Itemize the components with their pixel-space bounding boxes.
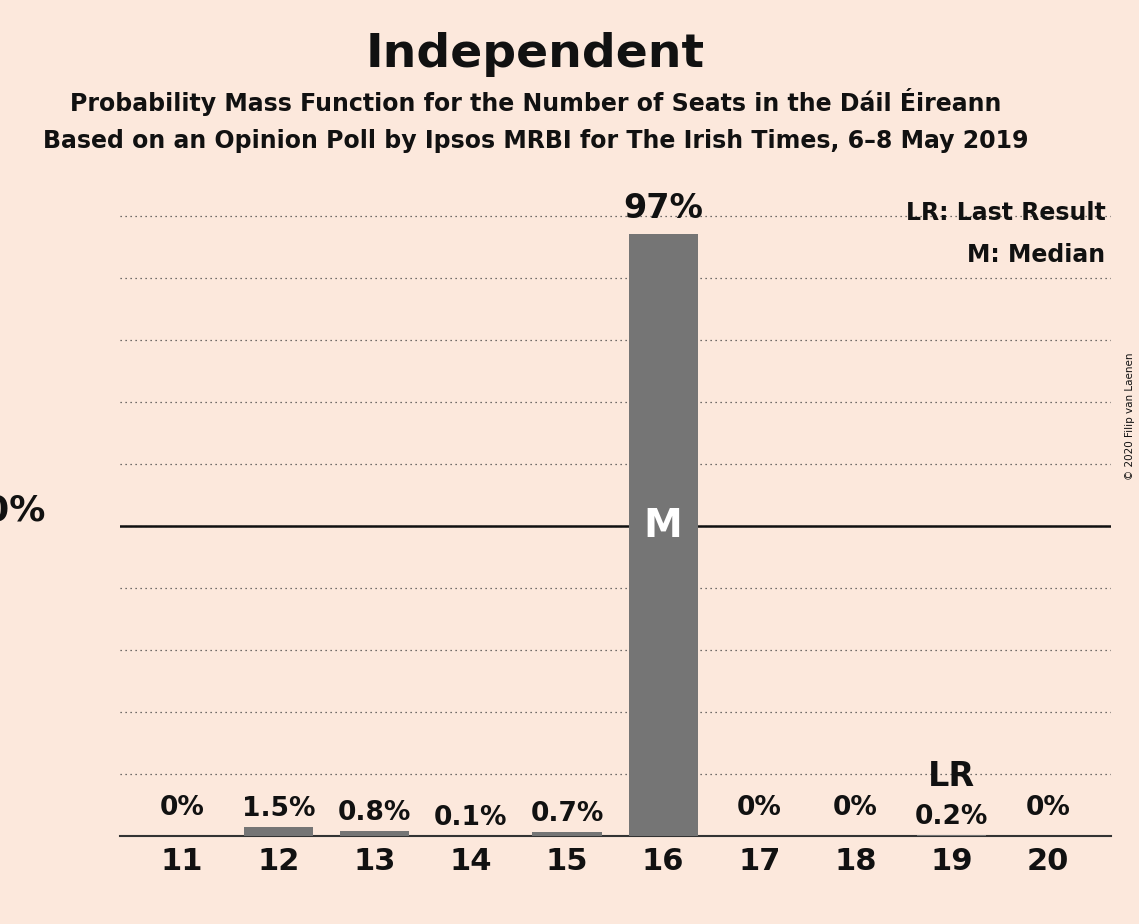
Bar: [629, 235, 698, 836]
Text: 1.5%: 1.5%: [241, 796, 316, 822]
Text: M: M: [644, 507, 682, 545]
Text: 0.8%: 0.8%: [338, 800, 411, 826]
Text: 50%: 50%: [0, 493, 46, 528]
Bar: [244, 827, 313, 836]
Text: M: Median: M: Median: [967, 243, 1106, 267]
Text: Based on an Opinion Poll by Ipsos MRBI for The Irish Times, 6–8 May 2019: Based on an Opinion Poll by Ipsos MRBI f…: [42, 129, 1029, 153]
Text: Independent: Independent: [366, 32, 705, 78]
Text: 0%: 0%: [159, 795, 205, 821]
Text: © 2020 Filip van Laenen: © 2020 Filip van Laenen: [1125, 352, 1134, 480]
Text: LR: Last Result: LR: Last Result: [906, 201, 1106, 225]
Text: 0%: 0%: [1025, 795, 1071, 821]
Text: 0.7%: 0.7%: [531, 801, 604, 827]
Text: 0%: 0%: [737, 795, 781, 821]
Text: LR: LR: [928, 760, 975, 793]
Bar: [917, 835, 986, 836]
Text: 97%: 97%: [623, 192, 703, 225]
Text: 0.2%: 0.2%: [915, 804, 989, 830]
Bar: [532, 832, 601, 836]
Bar: [339, 832, 409, 836]
Text: 0%: 0%: [833, 795, 878, 821]
Text: 0.1%: 0.1%: [434, 805, 508, 831]
Text: Probability Mass Function for the Number of Seats in the Dáil Éireann: Probability Mass Function for the Number…: [69, 88, 1001, 116]
